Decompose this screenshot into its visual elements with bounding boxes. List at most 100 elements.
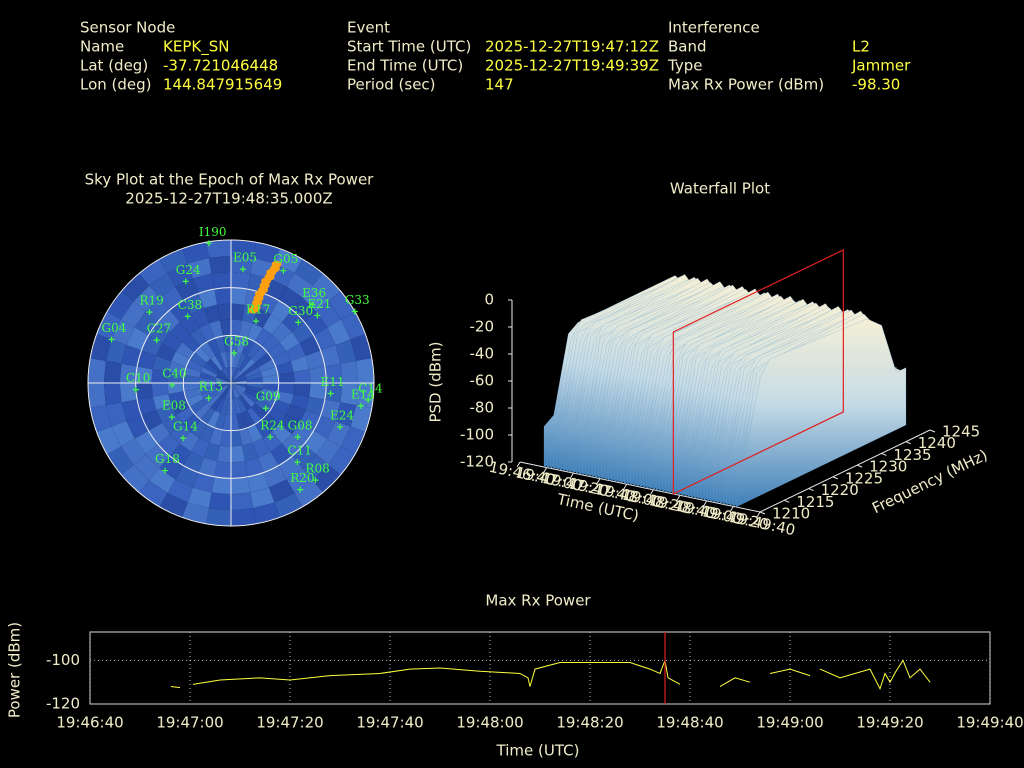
satellite-marker xyxy=(351,308,358,315)
sky-cell xyxy=(244,388,261,399)
y-tick-label: -100 xyxy=(46,651,80,669)
sky-cell xyxy=(231,377,247,383)
sky-cell xyxy=(203,362,219,376)
sky-cell xyxy=(206,358,221,373)
sky-cell xyxy=(184,366,202,378)
sky-cell xyxy=(243,390,259,404)
sky-cell xyxy=(199,323,215,342)
sky-cell xyxy=(139,259,168,286)
sky-cell xyxy=(286,468,313,494)
sky-cell xyxy=(214,287,231,305)
satellite-marker xyxy=(295,319,302,326)
sky-cell xyxy=(119,383,138,403)
sky-cell xyxy=(103,383,122,406)
sky-cell xyxy=(239,320,253,339)
satellite-label: R17 xyxy=(246,303,270,317)
sky-cell xyxy=(267,342,287,360)
sky-cell xyxy=(183,374,200,383)
sky-cell xyxy=(225,351,231,368)
sky-cell xyxy=(133,454,160,481)
sky-cell xyxy=(121,344,142,367)
satellite-marker xyxy=(239,266,246,273)
sky-cell xyxy=(231,476,251,495)
sky-cell xyxy=(350,405,372,432)
sky-cell xyxy=(231,461,248,479)
satellite-label: E11 xyxy=(321,375,345,389)
sky-cell xyxy=(231,383,245,394)
sky-cell xyxy=(231,383,247,389)
z-tick-label: -60 xyxy=(470,372,495,390)
sky-cell xyxy=(135,383,153,400)
sky-cell xyxy=(105,339,127,364)
sky-cell xyxy=(246,377,263,383)
sky-cell xyxy=(219,319,231,337)
sky-cell xyxy=(244,367,261,378)
sky-cell xyxy=(231,383,234,399)
sky-cell xyxy=(231,372,245,383)
sky-cell xyxy=(220,397,229,415)
sky-cell xyxy=(184,388,202,400)
z-tick-label: -120 xyxy=(460,453,494,471)
sky-cell xyxy=(96,426,121,455)
sky-cell xyxy=(171,399,190,415)
sky-cell xyxy=(267,406,287,424)
sky-cell xyxy=(231,271,251,290)
field-value: L2 xyxy=(852,38,870,56)
sky-cell xyxy=(231,429,243,447)
sky-cell xyxy=(199,383,216,389)
sky-cell xyxy=(152,355,172,372)
sky-cell xyxy=(222,414,231,431)
sky-cell xyxy=(274,493,303,518)
sky-cell xyxy=(217,445,231,463)
sky-cell xyxy=(216,383,231,391)
sky-cell xyxy=(222,335,231,352)
y-tick xyxy=(905,441,911,445)
sky-cell xyxy=(198,457,218,477)
sky-cell xyxy=(231,383,246,391)
sky-cell xyxy=(210,355,224,371)
sky-cell xyxy=(250,487,275,509)
sky-cell xyxy=(262,314,283,335)
sky-cell xyxy=(260,366,278,378)
sky-cell xyxy=(231,369,242,383)
field-value: 144.847915649 xyxy=(163,76,282,94)
sky-cell xyxy=(219,429,231,447)
sky-cell xyxy=(246,407,262,425)
sky-cell xyxy=(271,423,292,444)
sky-cell xyxy=(290,355,310,372)
satellite-marker xyxy=(184,313,191,320)
sky-cell xyxy=(302,285,329,312)
sky-cell xyxy=(206,508,231,526)
sky-cell xyxy=(243,362,259,376)
chart-title: Waterfall Plot xyxy=(670,180,770,198)
sky-cell xyxy=(239,427,253,446)
satellite-label: G08 xyxy=(288,418,313,432)
sky-cell xyxy=(241,358,256,373)
sky-cell xyxy=(356,383,374,408)
y-tick-label: 1235 xyxy=(893,446,931,464)
sky-cell xyxy=(159,493,188,518)
sky-cell xyxy=(245,372,263,381)
x-axis-label: Time (UTC) xyxy=(496,742,580,760)
sky-cell xyxy=(231,414,240,431)
sky-cell xyxy=(291,321,314,344)
sky-cell xyxy=(231,383,239,398)
sky-cell xyxy=(215,377,231,383)
sky-cell xyxy=(182,334,201,353)
satellite-marker xyxy=(280,267,287,274)
sky-cell xyxy=(251,346,268,363)
satellite-marker xyxy=(153,337,160,344)
y-tick xyxy=(832,476,839,480)
sky-cell xyxy=(209,427,223,446)
satellite-marker xyxy=(180,435,187,442)
satellite-marker xyxy=(205,395,212,402)
sky-cell xyxy=(88,383,106,408)
field-value: 147 xyxy=(485,76,514,94)
sky-cell xyxy=(201,367,218,378)
epoch-plane xyxy=(672,248,844,495)
chart-title: Max Rx Power xyxy=(485,592,591,610)
sky-cell xyxy=(151,369,169,383)
sky-cell xyxy=(231,375,246,383)
satellite-marker xyxy=(146,309,153,316)
sky-cell xyxy=(215,383,231,386)
